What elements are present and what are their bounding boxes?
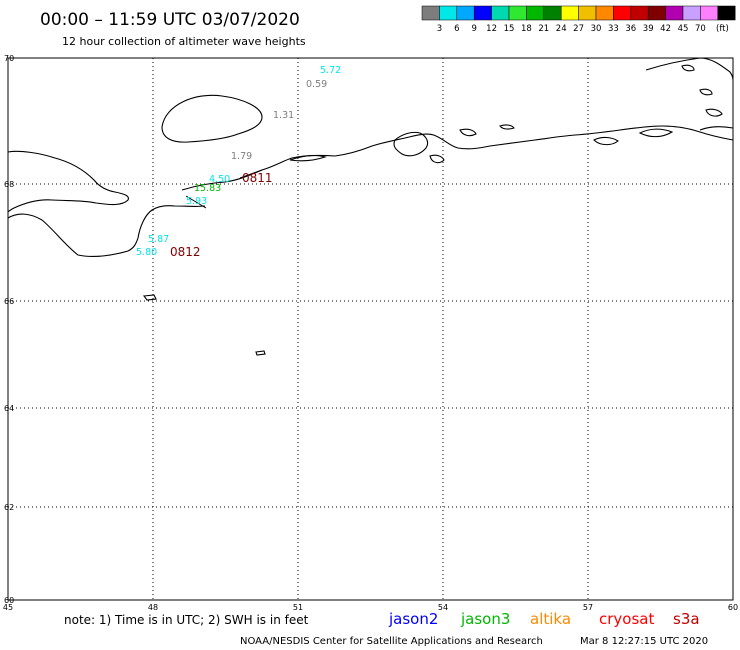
lon-label-54: 54 xyxy=(438,603,448,612)
color-scale-swatch xyxy=(543,5,562,21)
color-scale-swatch xyxy=(717,5,736,21)
satellite-label-s3a: s3a xyxy=(673,610,700,628)
map-frame xyxy=(7,57,734,601)
color-scale-tick-label: 21 xyxy=(538,24,549,34)
color-scale-tick-label: 9 xyxy=(471,24,476,34)
color-scale-swatch xyxy=(665,5,684,21)
coastal-islands-c xyxy=(459,128,477,137)
lon-label-60: 60 xyxy=(728,603,738,612)
western-coast xyxy=(7,150,129,213)
track-segment-a xyxy=(185,195,207,209)
lon-label-45: 45 xyxy=(3,603,13,612)
color-scale-swatch xyxy=(647,5,666,21)
wave-height-label: 4.50 xyxy=(209,174,230,185)
island-north xyxy=(161,94,263,143)
color-scale-swatch xyxy=(508,5,527,21)
generated-timestamp: Mar 8 12:27:15 UTC 2020 xyxy=(580,636,708,647)
color-scale-swatch xyxy=(439,5,458,21)
color-scale-swatch xyxy=(491,5,510,21)
color-scale-swatch xyxy=(560,5,579,21)
lat-label-66: 66 xyxy=(4,297,14,306)
wave-height-label: 0.59 xyxy=(306,79,327,90)
altimeter-track xyxy=(185,169,263,209)
color-scale-tick-label: 39 xyxy=(643,24,654,34)
legend-unit-label: (ft) xyxy=(716,24,729,34)
color-scale-swatch xyxy=(421,5,440,21)
satellite-label-jason3: jason3 xyxy=(460,610,510,628)
color-scale-swatch xyxy=(578,5,597,21)
satellite-label-jason2: jason2 xyxy=(388,610,438,628)
figure-title: 00:00 – 11:59 UTC 03/07/2020 xyxy=(40,10,300,30)
color-scale-tick-label: 30 xyxy=(591,24,602,34)
wave-height-labels: 5.72 0.59 1.31 1.79 4.50 15.83 5.93 5.87… xyxy=(136,65,341,258)
main-coastline xyxy=(181,125,734,191)
wave-height-label: 1.79 xyxy=(231,151,252,162)
color-scale-tick-label: 3 xyxy=(437,24,442,34)
cape-west xyxy=(7,205,206,257)
color-scale-swatch xyxy=(526,5,545,21)
bay-inlet xyxy=(289,155,327,162)
color-scale-swatch xyxy=(595,5,614,21)
coastal-islands-b xyxy=(429,154,445,164)
lat-label-68: 68 xyxy=(4,180,14,189)
northeast-islet-c xyxy=(705,108,723,117)
color-scale-tick-label: 33 xyxy=(608,24,619,34)
lon-label-48: 48 xyxy=(148,603,158,612)
color-scale-tick-label: 27 xyxy=(573,24,584,34)
color-scale-tick-label: 18 xyxy=(521,24,532,34)
coastal-islands-d xyxy=(499,124,515,130)
color-scale-tick-label: 15 xyxy=(504,24,515,34)
islet-small xyxy=(255,350,266,356)
wave-height-label: 5.87 xyxy=(148,234,169,245)
wave-height-color-scale: 3 6 9 12 15 18 21 24 27 30 33 36 39 42 45 70 xyxy=(421,5,736,34)
lat-label-70: 70 xyxy=(4,54,14,63)
color-scale-tick-label: 45 xyxy=(678,24,689,34)
wave-height-label: 1.31 xyxy=(273,110,294,121)
color-scale-swatch xyxy=(630,5,649,21)
color-scale-tick-label: 36 xyxy=(625,24,636,34)
color-scale-tick-label: 12 xyxy=(486,24,497,34)
lat-label-62: 62 xyxy=(4,503,14,512)
coastlines xyxy=(7,57,734,356)
lat-label-64: 64 xyxy=(4,404,14,413)
color-scale-tick-label: 70 xyxy=(695,24,706,34)
pass-time-labels: 0811 0812 xyxy=(170,171,273,259)
wave-height-label: 5.93 xyxy=(186,196,207,207)
pass-time-label: 0812 xyxy=(170,245,201,259)
color-scale-tick-label: 42 xyxy=(660,24,671,34)
coastal-islands-e xyxy=(593,136,619,146)
color-scale-swatch xyxy=(613,5,632,21)
color-scale-tick-label: 24 xyxy=(556,24,567,34)
east-coast-fragment xyxy=(699,126,734,131)
lat-label-60: 60 xyxy=(4,596,14,605)
color-scale-swatch xyxy=(456,5,475,21)
wave-height-label: 5.80 xyxy=(136,247,157,258)
islet-shore xyxy=(142,294,157,301)
credit-line: NOAA/NESDIS Center for Satellite Applica… xyxy=(240,636,543,647)
satellite-label-cryosat: cryosat xyxy=(599,610,654,628)
wave-height-label: 15.83 xyxy=(194,183,221,194)
satellite-label-altika: altika xyxy=(530,610,571,628)
satellite-legend: jason2 jason3 altika cryosat s3a xyxy=(388,610,700,628)
figure-subtitle: 12 hour collection of altimeter wave hei… xyxy=(62,35,306,48)
northeast-landmass xyxy=(645,57,734,81)
color-scale-swatch xyxy=(682,5,701,21)
northeast-islet-a xyxy=(681,64,695,72)
color-scale-swatch xyxy=(700,5,719,21)
track-segment-b xyxy=(239,169,263,179)
graticule xyxy=(8,58,733,600)
wave-height-label: 5.72 xyxy=(320,65,341,76)
lon-label-51: 51 xyxy=(293,603,303,612)
color-scale-swatch xyxy=(473,5,492,21)
pass-time-label: 0811 xyxy=(242,171,273,185)
northeast-islet-b xyxy=(699,88,713,96)
color-scale-tick-label: 6 xyxy=(454,24,459,34)
coastal-islands-f xyxy=(638,128,674,138)
lon-label-57: 57 xyxy=(583,603,593,612)
footer-note: note: 1) Time is in UTC; 2) SWH is in fe… xyxy=(64,613,309,627)
coastal-islands-a xyxy=(393,131,429,157)
